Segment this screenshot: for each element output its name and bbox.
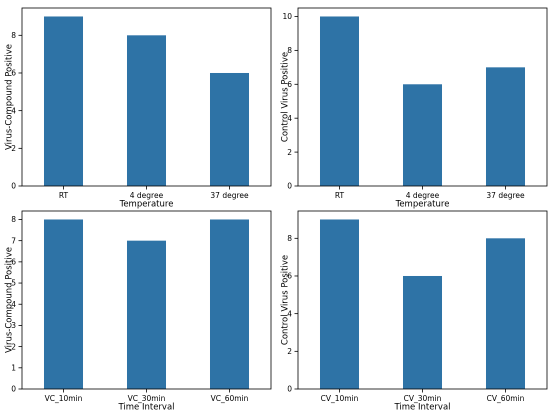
x-tick-label: 4 degree	[406, 191, 440, 200]
bar-3-1	[43, 219, 84, 389]
y-tick-label: 8	[11, 215, 16, 224]
y-tick-label: 6	[287, 272, 292, 281]
y-tick-label: 5	[11, 279, 16, 288]
x-tick-label: CV_30min	[404, 394, 442, 403]
y-axis-label: Control Virus Positive	[281, 52, 291, 142]
y-axis-label: Virus-Compound Positive	[5, 44, 15, 150]
y-tick-label: 3	[11, 321, 16, 330]
x-tick-label: 37 degree	[210, 191, 249, 200]
y-tick-label: 2	[11, 342, 16, 351]
chart-panel-2: 0 2 4 6 8 10 RT 4 degree 37 degree Temperature Con…	[281, 7, 548, 210]
y-tick-label: 8	[287, 234, 292, 243]
bar-4-2	[402, 275, 443, 389]
x-tick-label: RT	[335, 191, 345, 200]
bar-2-1	[319, 16, 360, 186]
x-tick-label: CV_60min	[487, 394, 525, 403]
y-tick-label: 4	[11, 300, 16, 309]
y-tick-label: 6	[11, 69, 16, 78]
y-tick-label: 1	[11, 364, 16, 373]
y-tick-label: 10	[282, 12, 292, 21]
y-tick-label: 7	[11, 236, 16, 245]
y-tick-label: 0	[11, 182, 16, 191]
y-tick-label: 2	[287, 347, 292, 356]
x-axis-label: Time Interval	[393, 403, 450, 413]
y-axis-label: Virus-Compound Positive	[5, 247, 15, 353]
x-tick-label: CV_10min	[321, 394, 359, 403]
y-axis-label: Control Virus Positive	[281, 255, 291, 345]
bar-1-1	[43, 16, 84, 186]
y-tick-label: 2	[11, 144, 16, 153]
bar-3-2	[126, 240, 167, 389]
x-tick-label: VC_10min	[45, 394, 83, 403]
y-tick-label: 4	[11, 106, 16, 115]
chart-panel-4: 0 2 4 6 8 CV_10min CV_30min CV_60min Time Interv…	[281, 210, 548, 413]
x-tick-label: RT	[59, 191, 69, 200]
y-tick-label: 8	[287, 46, 292, 55]
chart-panel-1: 0 2 4 6 8 RT 4 degree 37 degree Temperature Virus…	[5, 7, 272, 210]
x-axis-label: Temperature	[119, 200, 174, 210]
x-tick-label: VC_60min	[211, 394, 249, 403]
bar-2-2	[402, 84, 443, 186]
bar-4-1	[319, 219, 360, 389]
y-tick-label: 8	[11, 31, 16, 40]
x-tick-label: VC_30min	[128, 394, 166, 403]
bar-4-3	[485, 238, 526, 389]
bar-1-3	[209, 72, 250, 186]
chart-panel-3: 0 1 2 3 4 5 6 7 8 VC_10min VC_30min VC_60min Time In…	[5, 210, 272, 413]
bar-1-2	[126, 35, 167, 187]
y-tick-label: 0	[287, 385, 292, 394]
bar-2-3	[485, 67, 526, 186]
y-tick-label: 4	[287, 309, 292, 318]
y-tick-label: 6	[287, 80, 292, 89]
x-axis-label: Time Interval	[117, 403, 174, 413]
y-tick-label: 0	[11, 385, 16, 394]
y-tick-label: 2	[287, 148, 292, 157]
x-tick-label: 37 degree	[486, 191, 525, 200]
x-axis-label: Temperature	[395, 200, 450, 210]
y-tick-label: 6	[11, 258, 16, 267]
y-tick-label: 4	[287, 114, 292, 123]
x-tick-label: 4 degree	[130, 191, 164, 200]
bar-3-3	[209, 219, 250, 389]
y-tick-label: 0	[287, 182, 292, 191]
